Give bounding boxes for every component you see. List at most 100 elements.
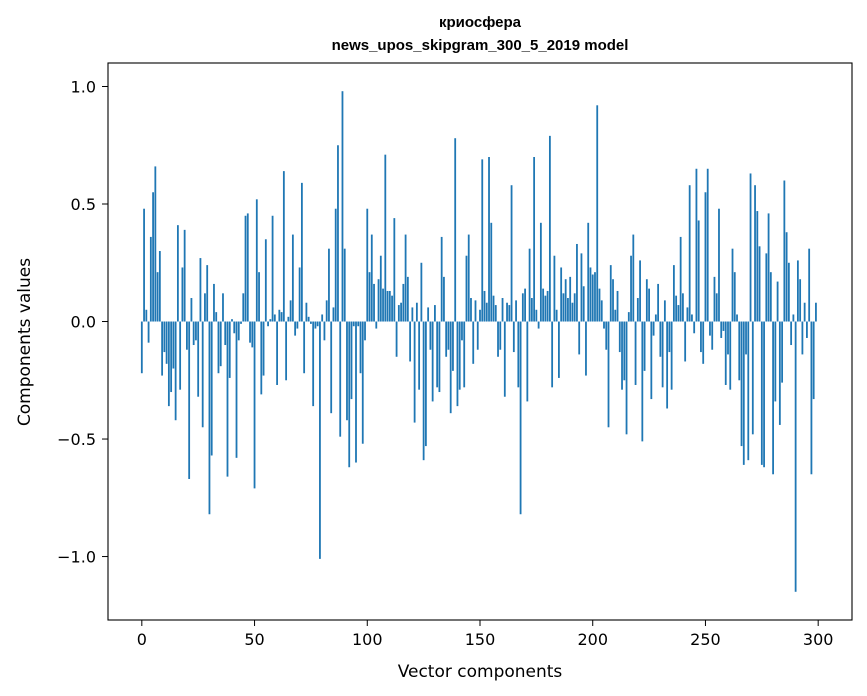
bar-236 xyxy=(672,265,675,322)
bar-89 xyxy=(341,91,344,322)
bar-277 xyxy=(765,253,768,322)
bar-261 xyxy=(729,321,732,390)
bar-241 xyxy=(684,321,687,362)
bar-11 xyxy=(165,321,168,364)
bar-158 xyxy=(497,321,499,357)
bar-168 xyxy=(519,321,522,515)
bar-102 xyxy=(370,234,373,322)
bar-106 xyxy=(379,255,382,322)
bar-147 xyxy=(472,321,475,364)
bar-79 xyxy=(319,321,321,559)
bar-58 xyxy=(271,215,274,322)
bar-59 xyxy=(273,314,276,322)
bar-112 xyxy=(393,218,396,322)
bar-204 xyxy=(600,300,603,322)
bar-87 xyxy=(337,145,339,322)
bar-104 xyxy=(375,321,378,329)
bar-31 xyxy=(210,321,213,456)
bar-189 xyxy=(567,298,569,322)
bar-28 xyxy=(204,293,206,322)
bar-143 xyxy=(463,321,466,388)
bar-167 xyxy=(517,321,520,388)
bar-163 xyxy=(508,305,511,322)
x-tick-label: 300 xyxy=(803,630,834,649)
bar-209 xyxy=(612,279,614,322)
bar-150 xyxy=(479,309,481,322)
bar-237 xyxy=(675,295,678,322)
bar-194 xyxy=(578,321,581,355)
bar-245 xyxy=(693,321,696,334)
bar-182 xyxy=(551,321,554,388)
bar-83 xyxy=(328,248,330,322)
bar-218 xyxy=(632,234,635,322)
bar-235 xyxy=(670,321,673,390)
bar-154 xyxy=(488,157,490,322)
bar-270 xyxy=(749,173,752,322)
bar-230 xyxy=(659,321,662,357)
bar-198 xyxy=(587,222,590,322)
bar-122 xyxy=(415,302,418,322)
bar-285 xyxy=(783,180,786,322)
bar-117 xyxy=(404,234,407,322)
bar-123 xyxy=(418,321,421,390)
bar-131 xyxy=(436,321,439,388)
bar-109 xyxy=(386,290,389,322)
bar-219 xyxy=(634,321,637,385)
bar-161 xyxy=(503,321,506,397)
bar-190 xyxy=(569,276,572,322)
bar-210 xyxy=(614,309,617,322)
bar-297 xyxy=(810,321,813,475)
bar-48 xyxy=(249,321,251,343)
bar-295 xyxy=(806,321,808,338)
bar-193 xyxy=(576,243,578,322)
bar-124 xyxy=(420,262,423,322)
bar-222 xyxy=(641,321,644,442)
bar-51 xyxy=(255,199,258,322)
bar-57 xyxy=(269,319,272,322)
bar-84 xyxy=(330,321,333,414)
bar-118 xyxy=(406,276,409,322)
bar-100 xyxy=(366,208,369,322)
bar-135 xyxy=(445,321,448,357)
bar-207 xyxy=(607,321,610,428)
bar-0 xyxy=(140,321,143,374)
bar-44 xyxy=(240,321,242,324)
bar-233 xyxy=(666,321,669,409)
bar-238 xyxy=(677,305,680,322)
bar-157 xyxy=(494,305,497,322)
bar-19 xyxy=(183,229,186,322)
bar-184 xyxy=(555,309,558,322)
bar-205 xyxy=(603,321,605,329)
bar-246 xyxy=(695,168,698,322)
bar-129 xyxy=(431,321,434,402)
bar-146 xyxy=(470,298,472,322)
bar-223 xyxy=(643,321,646,371)
bar-201 xyxy=(594,272,596,322)
bar-299 xyxy=(815,302,817,322)
bar-227 xyxy=(652,321,655,336)
bar-62 xyxy=(280,312,283,322)
bar-95 xyxy=(355,321,357,463)
bar-120 xyxy=(411,307,414,322)
bar-265 xyxy=(738,321,741,381)
bar-249 xyxy=(702,321,705,364)
bar-25 xyxy=(197,321,200,397)
bar-284 xyxy=(781,321,784,383)
bar-6 xyxy=(154,166,157,322)
bar-1 xyxy=(143,208,145,322)
bar-286 xyxy=(785,232,788,322)
bar-85 xyxy=(332,307,335,322)
bar-187 xyxy=(562,293,565,322)
bar-172 xyxy=(528,248,531,322)
bar-105 xyxy=(377,279,380,322)
x-axis-label: Vector components xyxy=(398,662,563,682)
y-tick-label: 1.0 xyxy=(71,78,96,97)
bar-46 xyxy=(244,215,247,322)
bar-283 xyxy=(778,321,781,425)
bar-191 xyxy=(571,302,574,322)
bar-169 xyxy=(521,293,524,322)
bar-208 xyxy=(609,265,612,322)
chart-subtitle: news_upos_skipgram_300_5_2019 model xyxy=(332,37,629,54)
bar-8 xyxy=(158,251,161,322)
